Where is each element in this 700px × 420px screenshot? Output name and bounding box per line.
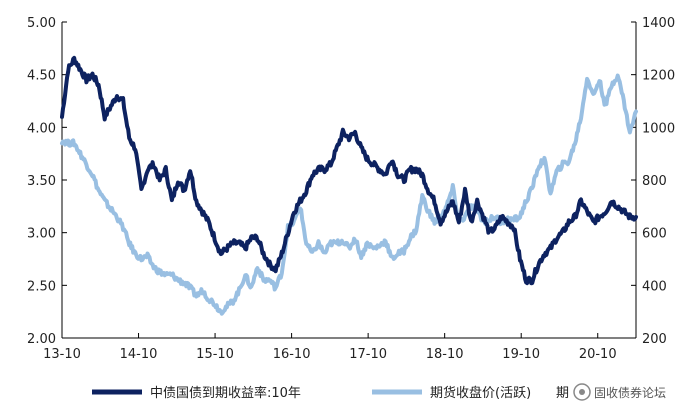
x-tick-label: 13-10 [43,347,81,362]
left-tick-label: 2.50 [27,279,56,294]
x-tick-label: 18-10 [426,347,464,362]
right-tick-label: 1000 [642,121,675,136]
series-line-futures [60,73,638,316]
left-tick-label: 4.00 [27,121,56,136]
series-line-yield [60,55,638,286]
right-y-axis: 200 400 600 800 1000 1200 1400 [631,16,675,347]
x-tick-label: 20-10 [579,347,617,362]
plot-area [60,55,638,316]
left-tick-label: 5.00 [27,16,56,31]
right-tick-label: 400 [642,279,667,294]
watermark-logo-icon [573,383,591,401]
right-tick-label: 800 [642,174,667,189]
watermark-logo-dot-icon [579,389,585,395]
x-tick-label: 16-10 [273,347,311,362]
x-tick-label: 14-10 [120,347,158,362]
watermark-text: 固收债券论坛 [594,385,666,400]
left-y-axis: 2.00 2.50 3.00 3.50 4.00 4.50 5.00 [27,16,67,347]
left-tick-label: 4.50 [27,69,56,84]
x-tick-label: 15-10 [196,347,234,362]
x-tick-label: 19-10 [502,347,540,362]
left-tick-label: 3.00 [27,227,56,242]
right-tick-label: 1400 [642,16,675,31]
x-tick-label: 17-10 [349,347,387,362]
legend-label-futures: 期货收盘价(活跃) [430,385,531,401]
watermark: 期 固收债券论坛 [556,383,666,401]
watermark-suffix: 期 [556,386,569,401]
left-tick-label: 3.50 [27,174,56,189]
legend-label-yield: 中债国债到期收益率:10年 [150,385,301,401]
right-tick-label: 1200 [642,69,675,84]
right-tick-label: 200 [642,332,667,347]
x-axis: 13-10 14-10 15-10 16-10 17-10 18-10 19-10 20-10 [43,333,636,362]
left-tick-label: 2.00 [27,332,56,347]
legend: 中债国债到期收益率:10年 期货收盘价(活跃) [92,385,531,401]
right-tick-label: 600 [642,227,667,242]
